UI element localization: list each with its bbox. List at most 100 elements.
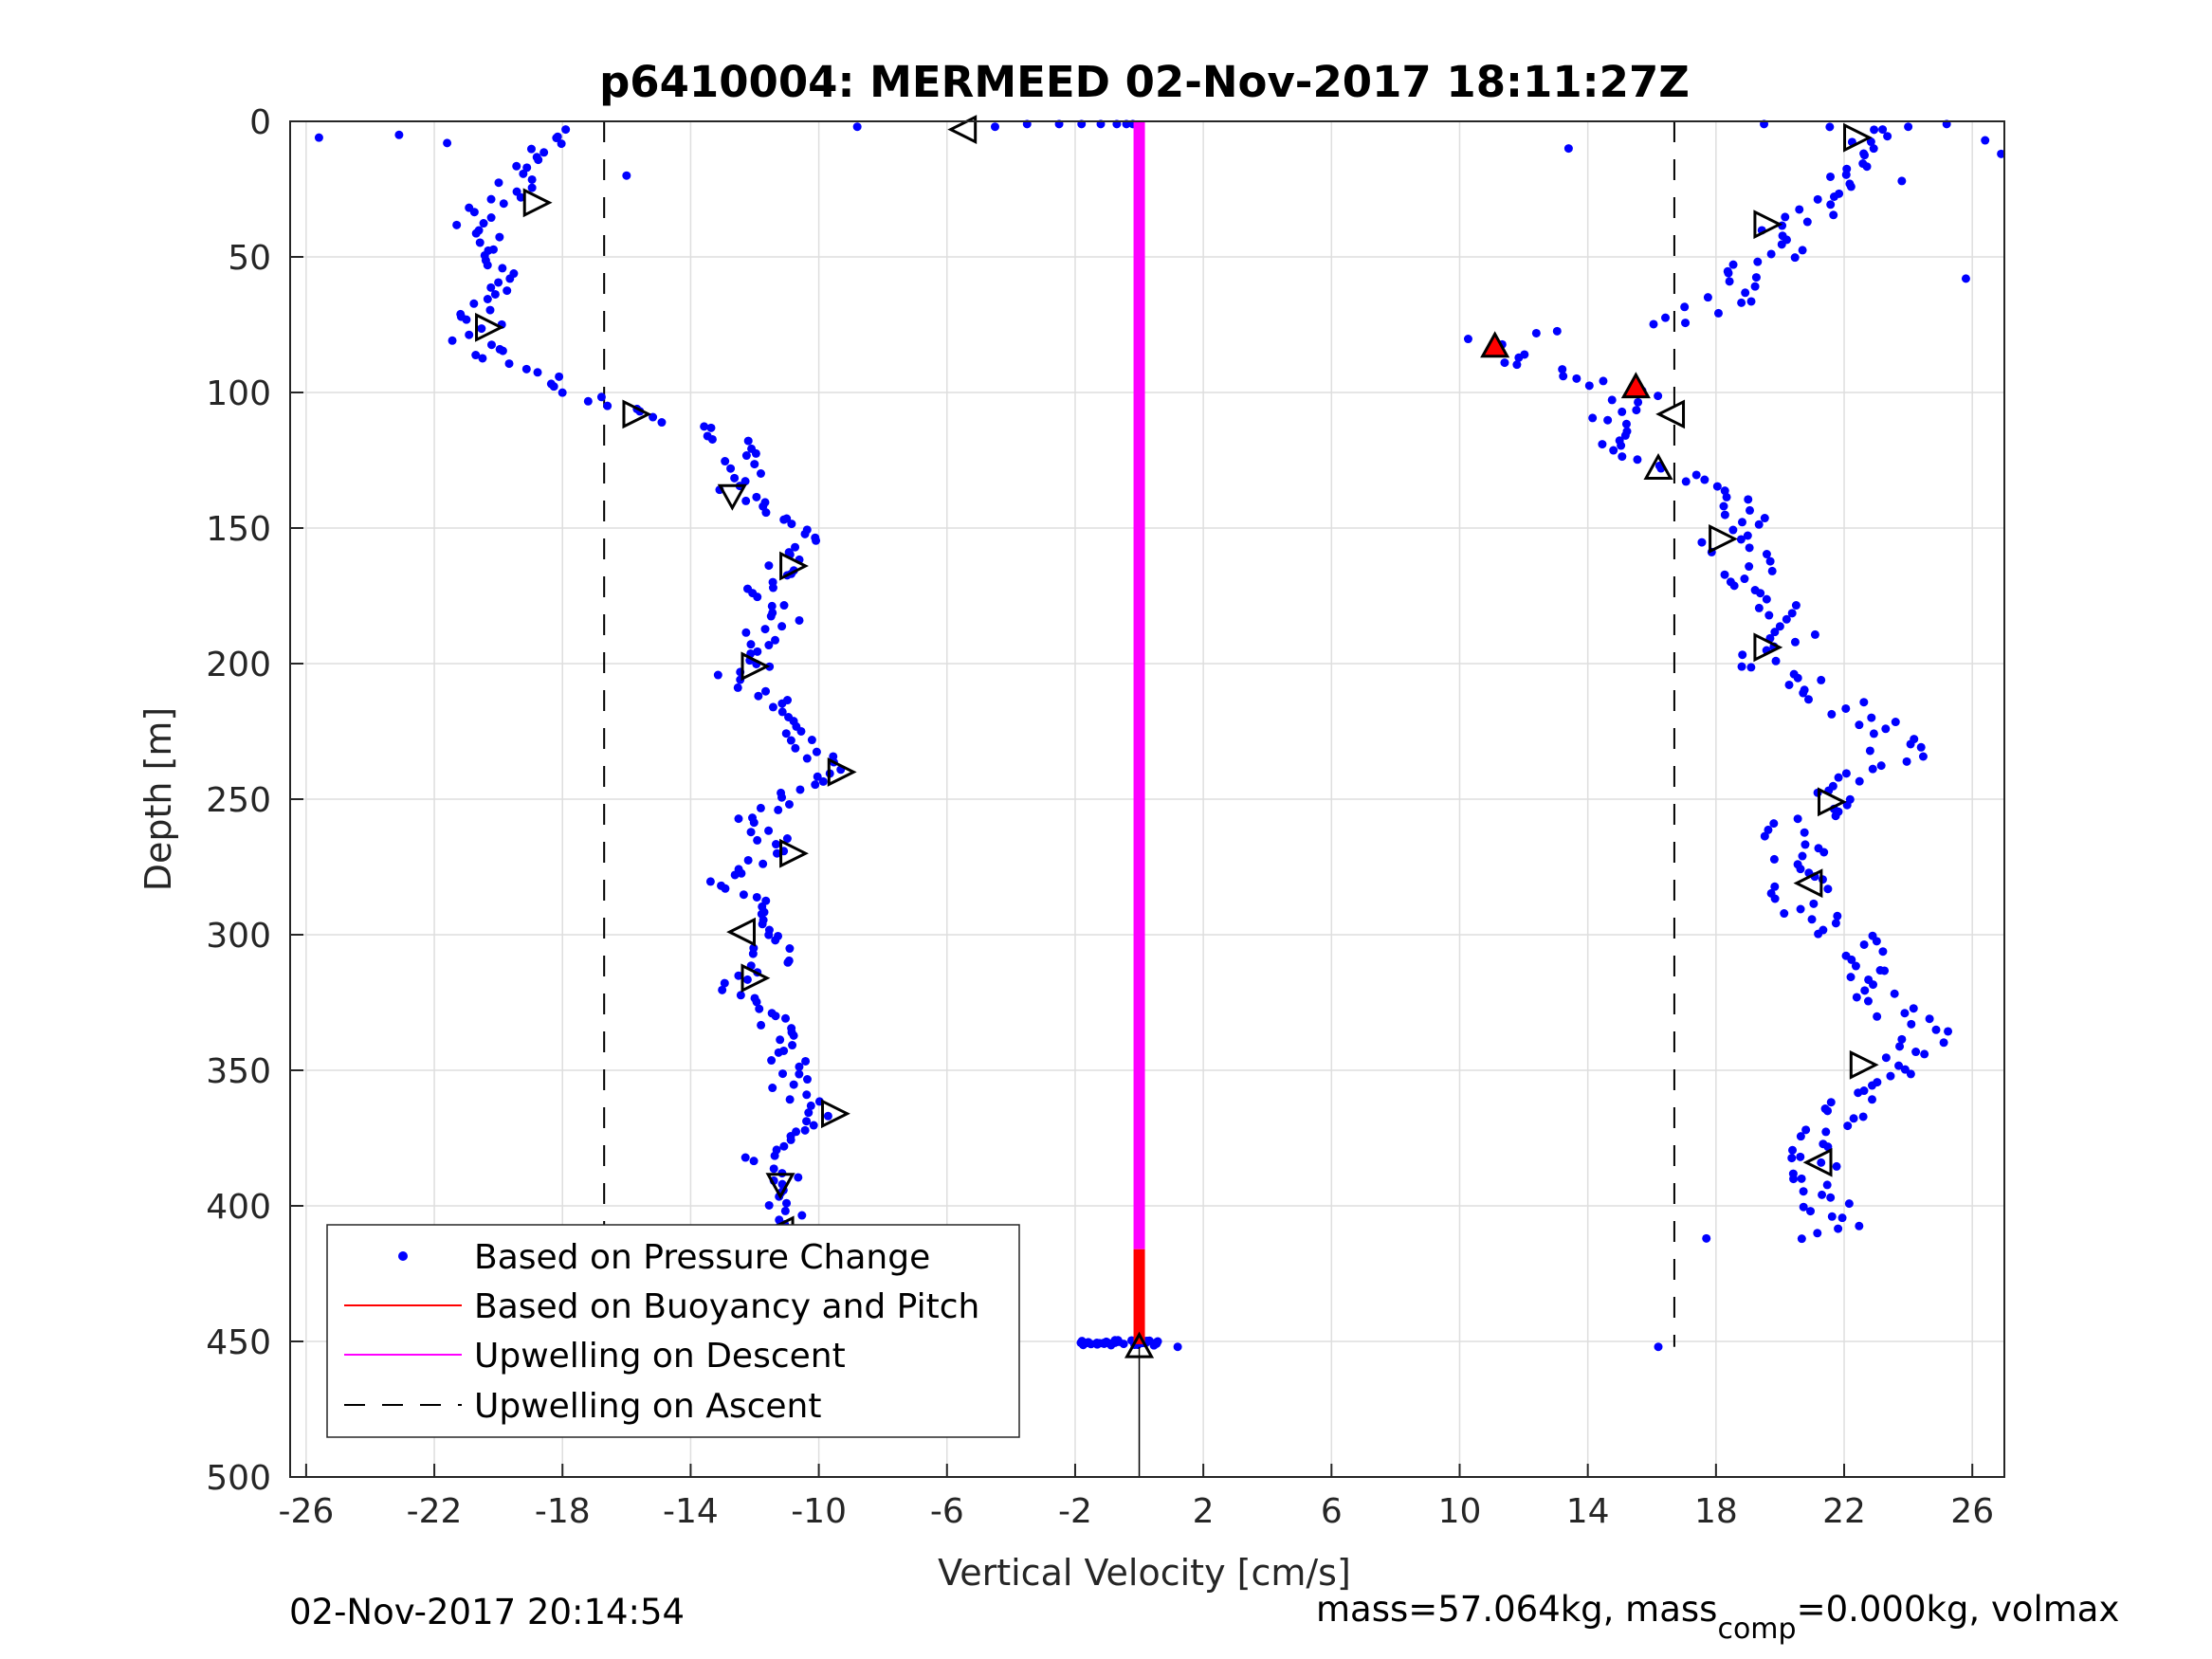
pressure-point [1107,1339,1117,1348]
pressure-point [742,975,752,984]
pressure-point [1797,1174,1806,1183]
pressure-point [555,372,564,381]
pressure-point [720,978,729,988]
pressure-point [1720,570,1729,579]
pressure-point [1796,1152,1805,1161]
pressure-point [477,324,486,334]
pressure-point [1797,1234,1806,1244]
x-tick-label: 10 [1438,1492,1482,1531]
pressure-point [498,264,507,273]
pressure-point [1916,742,1926,752]
pressure-point [527,183,537,192]
pressure-point [813,772,822,781]
pressure-point [779,601,789,611]
pressure-point [1713,308,1723,318]
pressure-point [1823,884,1833,894]
pressure-point [789,1080,798,1089]
pressure-point [741,628,751,637]
pressure-point [1681,319,1691,328]
y-tick-label: 150 [206,510,271,549]
pressure-point [479,219,488,228]
pressure-point [1781,212,1790,222]
open-triangle-marker [1843,122,1873,153]
pressure-point [1598,440,1607,449]
pressure-point [527,174,537,184]
pressure-point [1728,260,1738,269]
pressure-point [1634,397,1643,407]
y-tick-label: 500 [206,1459,271,1498]
pressure-point [1599,376,1608,386]
pressure-point [471,228,481,238]
pressure-point [823,1111,832,1121]
pressure-point [1770,628,1780,637]
pressure-point [1745,543,1754,553]
pressure-point [726,464,736,473]
pressure-point [1095,1339,1105,1348]
pressure-point [539,148,549,157]
pressure-point [746,640,756,649]
pressure-point [494,178,503,188]
pressure-point [1720,486,1729,496]
legend-label-buoyancy: Based on Buoyancy and Pitch [474,1287,979,1326]
pressure-point [753,592,762,602]
pressure-point [499,199,508,209]
pressure-point [1865,746,1874,756]
pressure-point [1173,1342,1182,1352]
pressure-point [1751,273,1761,283]
pressure-point [1829,210,1838,220]
pressure-point [448,336,457,345]
pressure-point [1737,298,1746,307]
pressure-point [771,936,780,945]
open-triangle-marker [1818,787,1847,817]
pressure-point [486,213,496,223]
pressure-point [1833,911,1842,921]
open-triangle-marker [740,963,771,994]
pressure-point [757,1020,766,1030]
pressure-point [1762,594,1771,604]
pressure-point [812,747,821,757]
pressure-point [1891,718,1900,727]
pressure-point [1756,589,1765,598]
pressure-point [774,805,783,814]
open-triangle-marker [1793,868,1823,899]
pressure-point [795,785,805,794]
pressure-point [1859,698,1869,707]
pressure-point [1866,137,1875,147]
x-axis-label: Vertical Velocity [cm/s] [938,1552,1351,1594]
footer-mass-main: mass=57.064kg, mass [1316,1589,1717,1630]
pressure-point [800,529,810,538]
pressure-point [1906,1069,1915,1079]
pressure-point [734,814,743,824]
y-tick-label: 200 [206,646,271,684]
pressure-point [795,615,804,625]
pressure-point [557,139,566,149]
pressure-point [734,971,743,980]
open-triangle-marker [765,1173,795,1200]
pressure-point [764,641,774,650]
pressure-point [1869,144,1878,154]
pressure-point [483,295,492,304]
pressure-point [761,686,771,696]
pressure-point [796,726,806,736]
pressure-point [706,423,716,432]
pressure-point [1869,729,1878,738]
pressure-point [718,985,727,994]
pressure-point [769,1164,778,1174]
pressure-point [1925,1014,1934,1024]
pressure-point [1789,1175,1799,1184]
pressure-point [785,944,795,954]
pressure-point [1746,663,1756,672]
pressure-point [1617,441,1626,450]
pressure-point [596,392,606,402]
open-triangle-marker [1655,399,1686,429]
pressure-point [1700,475,1709,484]
open-triangle-marker [821,1099,850,1129]
open-triangle-marker [1124,1331,1155,1358]
pressure-point [1822,1180,1832,1190]
pressure-point [503,286,512,296]
pressure-point [1514,353,1524,362]
pressure-point [752,492,761,501]
pressure-point [770,1151,779,1160]
pressure-point [1859,151,1869,160]
pressure-point [469,208,479,217]
